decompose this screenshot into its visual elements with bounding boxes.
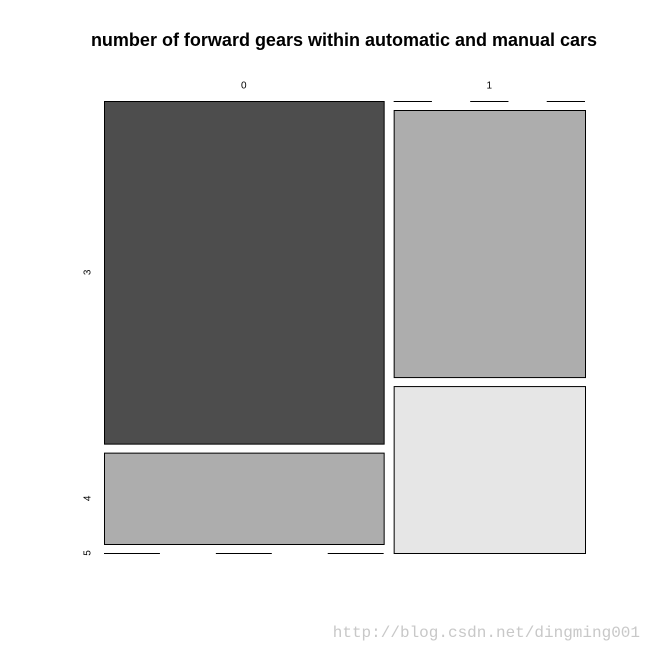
- cell: [393, 110, 586, 379]
- cell: [393, 386, 586, 555]
- chart-title: number of forward gears within automatic…: [91, 30, 597, 50]
- cell: [104, 452, 385, 546]
- cell: [104, 101, 385, 445]
- row-label: 3: [83, 269, 94, 275]
- column-label: 1: [487, 81, 493, 92]
- column-label: 0: [241, 81, 247, 92]
- watermark: http://blog.csdn.net/dingming001: [333, 624, 640, 642]
- row-label: 5: [83, 550, 94, 556]
- row-label: 4: [83, 495, 94, 501]
